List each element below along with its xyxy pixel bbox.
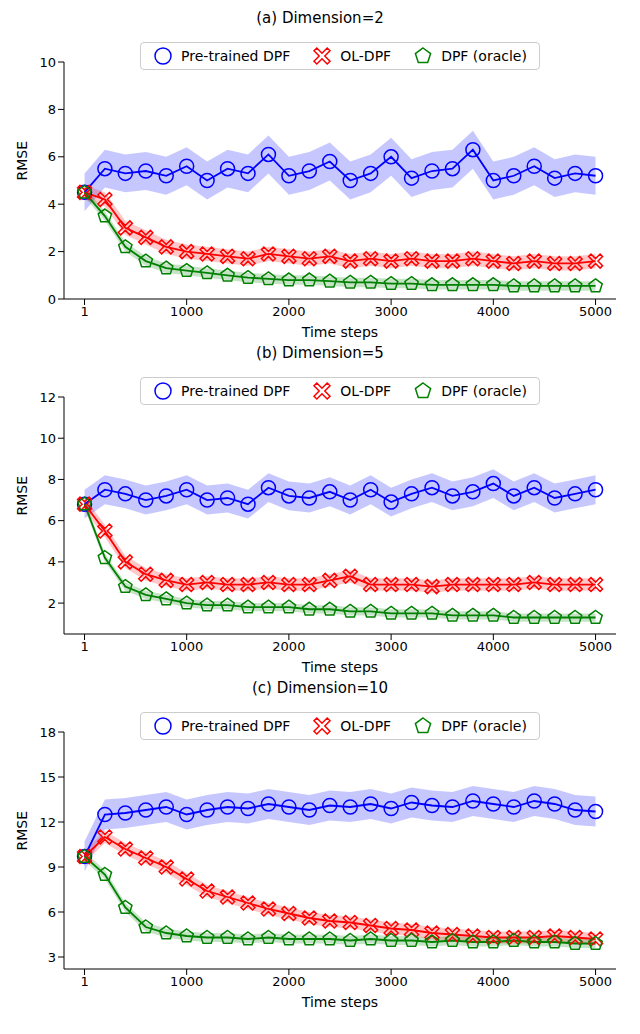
svg-text:3000: 3000 <box>375 974 408 989</box>
html-text:DPF (oracle): DPF (oracle) <box>441 48 527 64</box>
svg-text:12: 12 <box>39 390 56 405</box>
svg-text:8: 8 <box>48 472 56 487</box>
html-text:OL-DPF: OL-DPF <box>340 383 392 399</box>
svg-text:15: 15 <box>39 770 56 785</box>
svg-text:12: 12 <box>39 815 56 830</box>
svg-text:4: 4 <box>48 554 56 569</box>
svg-text:2000: 2000 <box>272 304 305 319</box>
svg-text:1000: 1000 <box>170 974 203 989</box>
svg-text:1: 1 <box>80 304 88 319</box>
html-text:Pre-trained DPF: Pre-trained DPF <box>181 383 291 399</box>
svg-text:6: 6 <box>48 149 56 164</box>
svg-text:8: 8 <box>48 102 56 117</box>
svg-text:4: 4 <box>48 197 56 212</box>
svg-text:3000: 3000 <box>375 639 408 654</box>
svg-text:1000: 1000 <box>170 639 203 654</box>
svg-text:RMSE: RMSE <box>14 141 30 181</box>
svg-text:1000: 1000 <box>170 304 203 319</box>
svg-text:2: 2 <box>48 596 56 611</box>
html-text:Pre-trained DPF: Pre-trained DPF <box>181 718 291 734</box>
html-text:DPF (oracle): DPF (oracle) <box>441 383 527 399</box>
svg-text:5000: 5000 <box>579 639 612 654</box>
svg-text:4000: 4000 <box>477 304 510 319</box>
svg-text:18: 18 <box>39 725 56 740</box>
svg-text:10: 10 <box>39 55 56 70</box>
svg-text:Time steps: Time steps <box>301 324 378 340</box>
svg-text:0: 0 <box>48 292 56 307</box>
svg-text:6: 6 <box>48 905 56 920</box>
svg-text:3: 3 <box>48 950 56 965</box>
svg-text:1: 1 <box>80 639 88 654</box>
svg-text:Time steps: Time steps <box>301 659 378 675</box>
svg-text:RMSE: RMSE <box>14 476 30 516</box>
html-text:(b) Dimension=5: (b) Dimension=5 <box>256 344 384 362</box>
svg-text:4000: 4000 <box>477 974 510 989</box>
html-text:OL-DPF: OL-DPF <box>340 718 392 734</box>
svg-text:2: 2 <box>48 244 56 259</box>
svg-text:RMSE: RMSE <box>14 811 30 851</box>
svg-text:5000: 5000 <box>579 304 612 319</box>
html-text:Pre-trained DPF: Pre-trained DPF <box>181 48 291 64</box>
svg-text:3000: 3000 <box>375 304 408 319</box>
svg-text:1: 1 <box>80 974 88 989</box>
svg-text:2000: 2000 <box>272 974 305 989</box>
svg-text:9: 9 <box>48 860 56 875</box>
html-text:OL-DPF: OL-DPF <box>340 48 392 64</box>
svg-text:2000: 2000 <box>272 639 305 654</box>
html-text:(c) Dimension=10: (c) Dimension=10 <box>251 679 388 697</box>
svg-text:4000: 4000 <box>477 639 510 654</box>
html-text:DPF (oracle): DPF (oracle) <box>441 718 527 734</box>
html-text:(a) Dimension=2: (a) Dimension=2 <box>256 9 384 27</box>
svg-text:5000: 5000 <box>579 974 612 989</box>
svg-text:Time steps: Time steps <box>301 994 378 1010</box>
svg-text:10: 10 <box>39 431 56 446</box>
svg-text:6: 6 <box>48 513 56 528</box>
